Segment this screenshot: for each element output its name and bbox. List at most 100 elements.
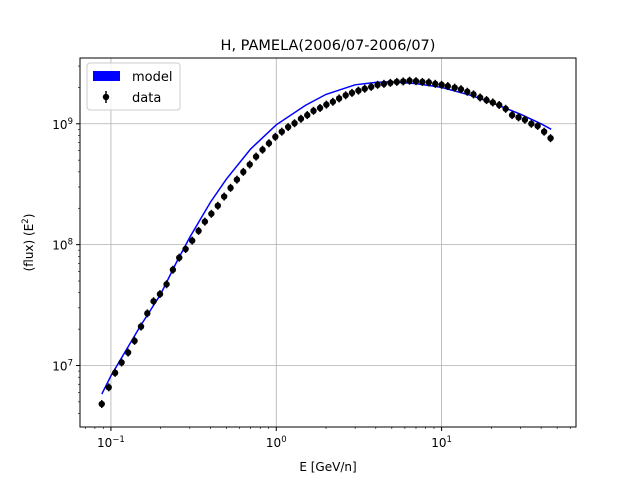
data-point-marker bbox=[323, 101, 330, 108]
data-point bbox=[470, 90, 477, 99]
data-point-marker bbox=[240, 168, 247, 176]
data-point-marker bbox=[419, 78, 426, 86]
data-point bbox=[476, 93, 484, 102]
data-point-marker bbox=[278, 128, 285, 135]
data-point-marker bbox=[393, 78, 401, 86]
data-point bbox=[412, 77, 420, 86]
data-point bbox=[150, 297, 157, 306]
data-point bbox=[137, 322, 145, 331]
y-tick-exponent: 7 bbox=[68, 359, 73, 369]
data-point-marker bbox=[176, 254, 183, 261]
y-tick-base: 10 bbox=[52, 239, 67, 253]
data-point-marker bbox=[144, 310, 151, 317]
data-point bbox=[240, 167, 247, 176]
data-point bbox=[284, 123, 292, 132]
data-point bbox=[367, 82, 375, 91]
data-point-marker bbox=[304, 111, 311, 119]
data-point bbox=[329, 97, 337, 106]
y-axis-label-main: (flux) (E bbox=[22, 224, 36, 272]
data-point-marker bbox=[348, 89, 356, 97]
data-point-marker bbox=[380, 80, 388, 88]
data-point bbox=[220, 192, 228, 201]
data-point bbox=[502, 104, 509, 113]
data-point bbox=[342, 91, 349, 100]
legend-model-label: model bbox=[132, 70, 172, 85]
legend-data-marker bbox=[102, 91, 110, 103]
data-point-marker bbox=[111, 369, 119, 377]
data-point-marker bbox=[118, 359, 125, 366]
data-point-marker bbox=[137, 323, 145, 330]
data-point-marker bbox=[227, 184, 234, 192]
data-point bbox=[195, 226, 202, 235]
chart-title: H, PAMELA(2006/07-2006/07) bbox=[221, 38, 436, 54]
data-point-marker bbox=[412, 77, 420, 85]
data-point-marker bbox=[451, 84, 458, 91]
data-point bbox=[540, 127, 548, 136]
data-point bbox=[233, 175, 241, 184]
data-point-marker bbox=[220, 193, 228, 200]
x-tick-base: 10 bbox=[97, 436, 112, 450]
data-point-marker bbox=[284, 123, 292, 131]
data-point-marker bbox=[470, 91, 477, 98]
data-point bbox=[105, 383, 112, 392]
y-tick-label: 108 bbox=[52, 238, 73, 253]
data-point-marker bbox=[495, 101, 503, 109]
y-tick-label: 109 bbox=[52, 117, 73, 132]
data-point bbox=[457, 85, 465, 94]
data-point bbox=[495, 100, 503, 109]
x-tick-label: 101 bbox=[431, 435, 452, 450]
data-point bbox=[483, 96, 490, 105]
data-point-marker bbox=[150, 298, 157, 305]
data-point bbox=[547, 134, 554, 143]
data-series bbox=[98, 76, 554, 409]
legend-data-dot bbox=[102, 93, 110, 101]
data-point-marker bbox=[406, 77, 413, 84]
y-tick-label: 107 bbox=[52, 359, 73, 374]
data-point bbox=[201, 217, 209, 226]
y-axis-label-close: ) bbox=[22, 214, 36, 219]
data-point-marker bbox=[476, 94, 484, 101]
data-point-marker bbox=[156, 290, 164, 298]
legend: model data bbox=[86, 62, 181, 111]
data-point-marker bbox=[105, 384, 112, 391]
data-point-marker bbox=[361, 85, 368, 92]
data-point-marker bbox=[291, 120, 298, 127]
data-point-marker bbox=[367, 83, 375, 91]
data-point-marker bbox=[297, 115, 305, 122]
data-point bbox=[272, 132, 279, 141]
data-point-marker bbox=[169, 266, 177, 273]
x-tick-label: 100 bbox=[266, 435, 287, 450]
data-point bbox=[534, 121, 541, 130]
data-point bbox=[182, 245, 189, 254]
data-point bbox=[278, 127, 285, 136]
data-point-marker bbox=[540, 128, 548, 135]
data-point-marker bbox=[457, 86, 465, 93]
x-tick-base: 10 bbox=[431, 436, 446, 450]
data-point bbox=[515, 113, 522, 122]
data-point bbox=[361, 84, 368, 93]
data-point-marker bbox=[265, 140, 273, 147]
data-point bbox=[118, 358, 125, 367]
data-point bbox=[176, 253, 183, 262]
data-point bbox=[387, 78, 394, 87]
data-point bbox=[297, 114, 305, 123]
data-point-marker bbox=[252, 153, 260, 160]
data-point-marker bbox=[208, 210, 215, 217]
data-point bbox=[348, 88, 356, 97]
data-point bbox=[355, 86, 362, 95]
data-point bbox=[111, 368, 119, 377]
data-point bbox=[144, 309, 151, 318]
data-point-marker bbox=[534, 122, 541, 130]
data-point-marker bbox=[464, 88, 471, 95]
data-point bbox=[521, 115, 529, 124]
axes-frame bbox=[79, 57, 577, 428]
data-point-marker bbox=[163, 281, 170, 288]
data-point bbox=[98, 400, 105, 409]
data-point bbox=[124, 348, 132, 357]
data-point bbox=[304, 111, 311, 120]
data-point-marker bbox=[387, 79, 394, 87]
data-point bbox=[259, 145, 266, 154]
data-point bbox=[438, 80, 445, 89]
data-point bbox=[400, 77, 407, 86]
